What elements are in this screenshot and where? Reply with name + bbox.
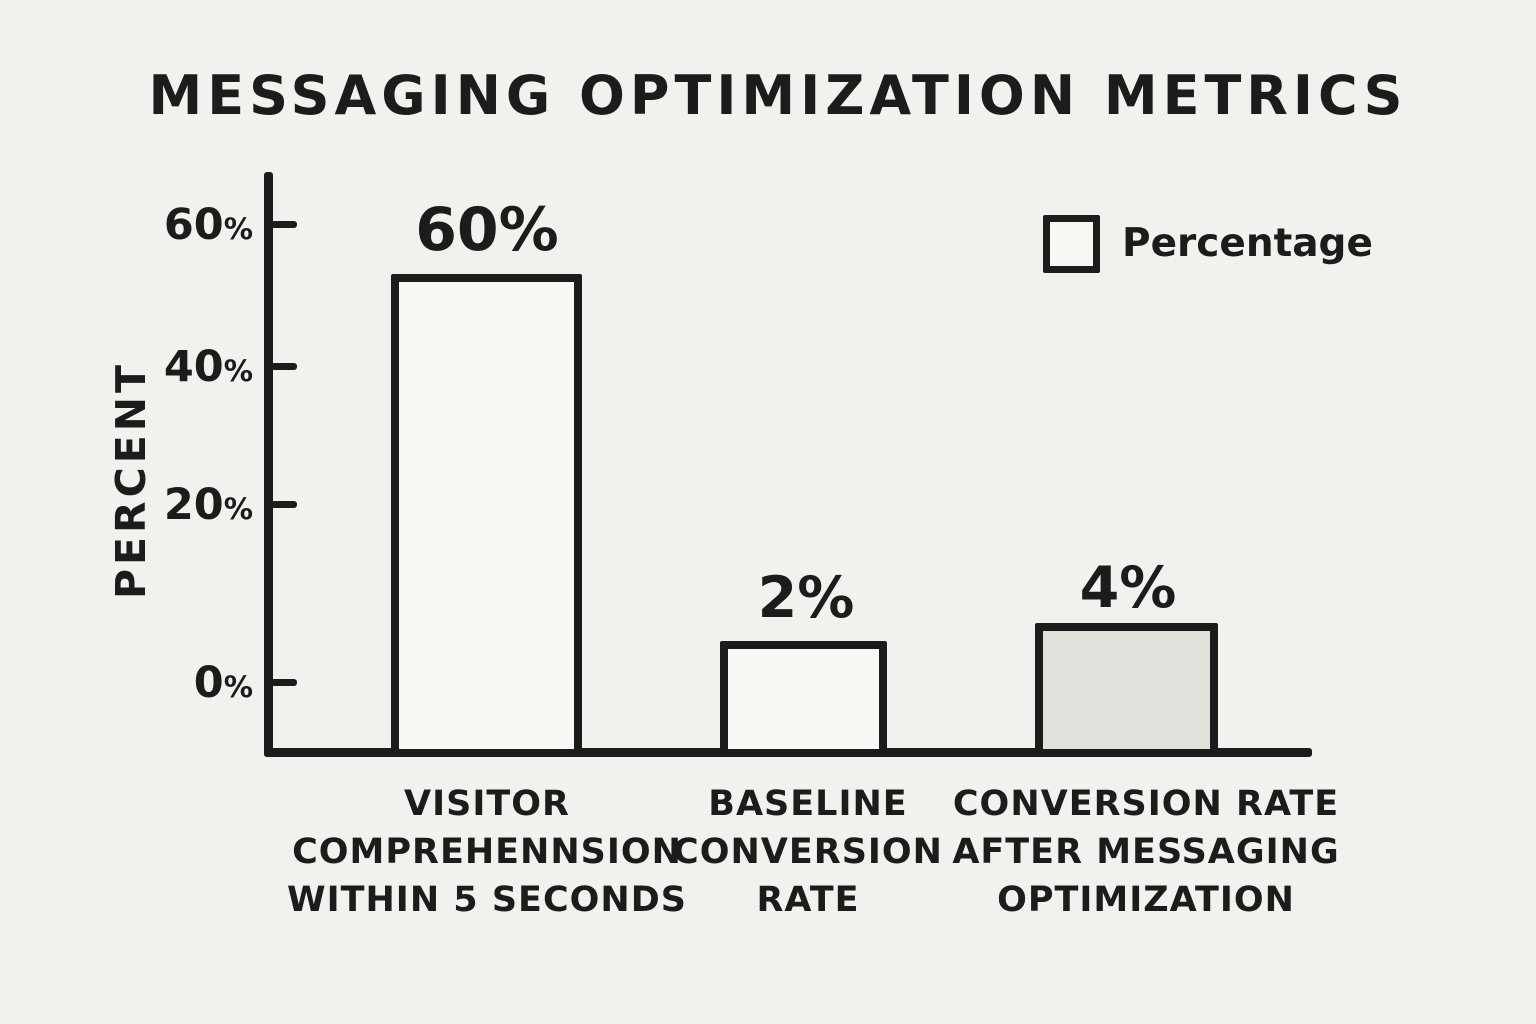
- y-axis-tick: [271, 501, 297, 508]
- category-line: AFTER MESSAGING: [952, 832, 1340, 872]
- category-line: CONVERSION: [673, 832, 943, 872]
- category-line: RATE: [756, 880, 860, 920]
- y-tick-value: 60: [163, 200, 224, 250]
- category-line: CONVERSION RATE: [952, 784, 1340, 824]
- y-tick-suffix: %: [223, 354, 253, 388]
- category-line: OPTIMIZATION: [997, 880, 1295, 920]
- bar-value-label: 60%: [415, 195, 559, 265]
- y-axis-tick: [271, 363, 297, 370]
- y-tick-label: 60%: [164, 199, 253, 251]
- x-category-label-baseline-conversion: BASELINE CONVERSION RATE: [578, 780, 1038, 924]
- category-line: VISITOR: [404, 784, 570, 824]
- legend-label: Percentage: [1122, 221, 1373, 266]
- y-axis-tick: [271, 679, 297, 686]
- x-category-label-visitor-comprehension: VISITOR COMPREHENNSION WITHIN 5 SECONDS: [257, 780, 717, 924]
- bar-conversion-after-optimization: [1035, 623, 1218, 757]
- y-tick-value: 0: [193, 658, 224, 708]
- y-axis-line: [264, 172, 273, 757]
- y-tick-suffix: %: [223, 212, 253, 246]
- y-axis-title: PERCENT: [107, 361, 155, 600]
- y-tick-value: 20: [163, 480, 224, 530]
- y-tick-label: 40%: [164, 341, 253, 393]
- category-line: WITHIN 5 SECONDS: [287, 880, 687, 920]
- y-axis-tick: [271, 221, 297, 228]
- category-line: BASELINE: [708, 784, 908, 824]
- y-tick-suffix: %: [223, 670, 253, 704]
- category-line: COMPREHENNSION: [292, 832, 682, 872]
- x-category-label-conversion-after-optimization: CONVERSION RATE AFTER MESSAGING OPTIMIZA…: [916, 780, 1376, 924]
- bar-baseline-conversion: [720, 641, 887, 757]
- bar-visitor-comprehension: [391, 274, 582, 757]
- bar-value-label: 4%: [1079, 555, 1177, 621]
- legend-swatch: [1043, 215, 1100, 273]
- chart-title: MESSAGING OPTIMIZATION METRICS: [148, 64, 1408, 127]
- y-tick-label: 0%: [194, 657, 253, 709]
- bar-value-label: 2%: [757, 565, 855, 631]
- y-tick-suffix: %: [223, 492, 253, 526]
- y-tick-label: 20%: [164, 479, 253, 531]
- y-tick-value: 40: [163, 342, 224, 392]
